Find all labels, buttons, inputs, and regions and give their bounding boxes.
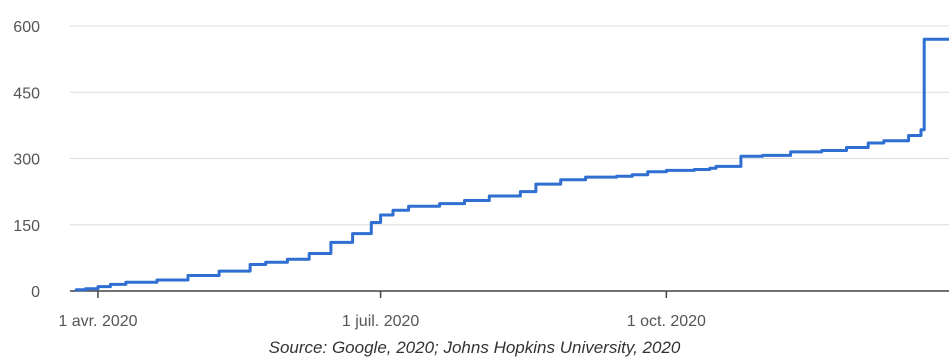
y-tick-label-300: 300 — [13, 152, 40, 169]
series-layer — [74, 37, 949, 292]
x-tick-label-1: 1 juil. 2020 — [342, 313, 419, 330]
y-tick-label-450: 450 — [13, 85, 40, 102]
source-caption: Source: Google, 2020; Johns Hopkins Univ… — [268, 338, 681, 357]
x-tick-label-2: 1 oct. 2020 — [627, 313, 706, 330]
y-axis-ticks: 0 150 300 450 600 — [13, 19, 40, 301]
y-tick-label-600: 600 — [13, 19, 40, 36]
x-tick-label-0: 1 avr. 2020 — [58, 313, 137, 330]
x-axis-ticks: 1 avr. 2020 1 juil. 2020 1 oct. 2020 — [58, 291, 706, 330]
y-tick-label-0: 0 — [31, 284, 40, 301]
gridlines — [70, 25, 949, 226]
series-line-0 — [74, 37, 949, 292]
y-tick-label-150: 150 — [13, 218, 40, 235]
chart: 0 150 300 450 600 1 avr. 2020 1 juil. 2020 1 o… — [13, 19, 949, 330]
